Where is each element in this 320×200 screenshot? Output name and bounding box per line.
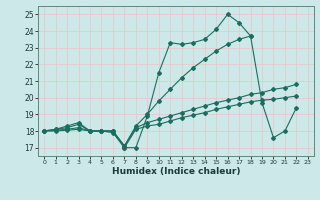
X-axis label: Humidex (Indice chaleur): Humidex (Indice chaleur) [112, 167, 240, 176]
